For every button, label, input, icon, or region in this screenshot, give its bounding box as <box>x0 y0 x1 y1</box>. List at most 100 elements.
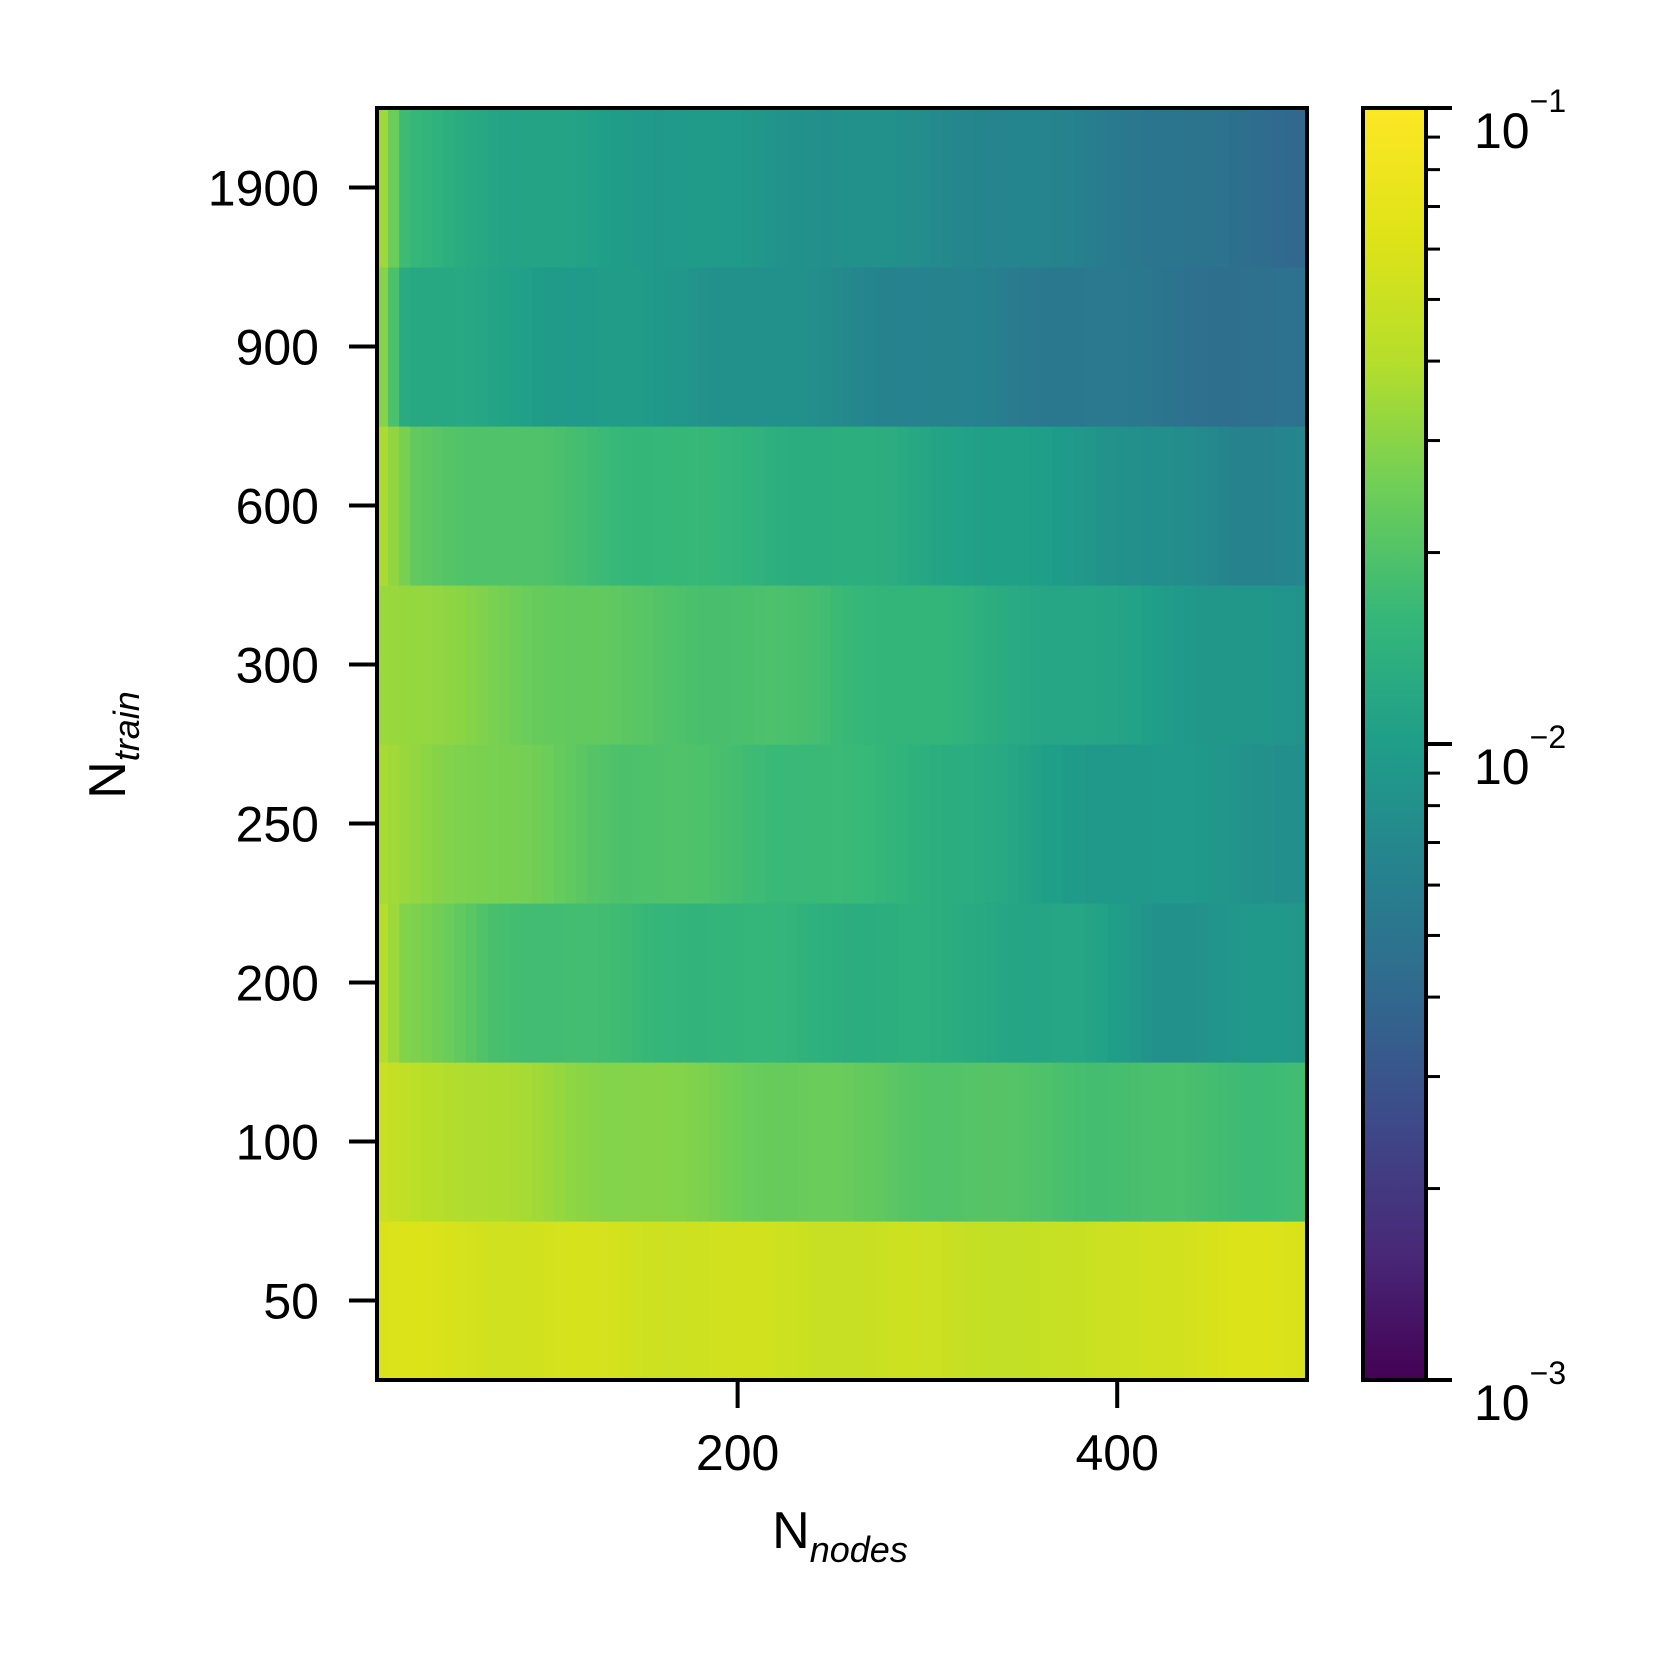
heatmap-cell <box>631 1221 644 1381</box>
heatmap-cell <box>1240 426 1253 586</box>
heatmap-cell <box>664 903 677 1063</box>
heatmap-cell <box>1074 267 1087 427</box>
heatmap-cell <box>941 585 954 745</box>
heatmap-cell <box>543 267 555 427</box>
heatmap-cell <box>997 267 1009 427</box>
heatmap-cell <box>532 426 544 586</box>
heatmap-cell <box>1163 426 1175 586</box>
heatmap-cell <box>775 426 788 586</box>
heatmap-cell <box>498 744 511 904</box>
heatmap-cell <box>1174 744 1186 904</box>
heatmap-cell <box>675 585 688 745</box>
heatmap-cell <box>819 1221 832 1381</box>
heatmap-cell <box>1140 744 1153 904</box>
heatmap-cell <box>908 585 921 745</box>
heatmap-cell <box>642 585 655 745</box>
heatmap-cell <box>1008 267 1020 427</box>
heatmap-cell <box>1052 744 1065 904</box>
heatmap-cell <box>1008 108 1020 268</box>
heatmap-cell <box>1251 744 1264 904</box>
heatmap-cell <box>410 108 422 268</box>
heatmap-cell <box>875 108 887 268</box>
heatmap-cell <box>1107 108 1120 268</box>
heatmap-cell <box>498 426 511 586</box>
heatmap-cell <box>819 1062 832 1222</box>
heatmap-cell <box>476 903 489 1063</box>
heatmap-cell <box>1218 267 1231 427</box>
heatmap-cell <box>1185 267 1197 427</box>
heatmap-cell <box>974 108 987 268</box>
heatmap-cell <box>509 267 522 427</box>
heatmap-cell <box>1085 426 1098 586</box>
heatmap-cell <box>598 108 611 268</box>
heatmap-cell <box>698 585 710 745</box>
heatmap-cell <box>1240 267 1253 427</box>
heatmap-cell <box>753 426 766 586</box>
heatmap-cell <box>1207 903 1220 1063</box>
heatmap-cell <box>598 1062 611 1222</box>
heatmap-cell <box>443 585 456 745</box>
heatmap-cell <box>1284 585 1297 745</box>
heatmap-cell <box>764 1062 777 1222</box>
heatmap-cell <box>742 1062 755 1222</box>
heatmap-cell <box>1295 267 1308 427</box>
heatmap-cell <box>797 267 810 427</box>
heatmap-cell <box>1273 744 1286 904</box>
heatmap-cell <box>653 744 666 904</box>
heatmap-cell <box>1174 108 1186 268</box>
x-tick-label: 200 <box>696 1425 779 1481</box>
heatmap-cell <box>487 585 500 745</box>
heatmap-cell <box>1218 426 1231 586</box>
heatmap-cell <box>1118 1062 1131 1222</box>
heatmap-cell <box>1096 1221 1109 1381</box>
heatmap-cell <box>808 903 821 1063</box>
heatmap-cell <box>620 1062 633 1222</box>
heatmap-cell <box>1284 1221 1297 1381</box>
heatmap-cell <box>897 585 910 745</box>
heatmap-cell <box>576 585 588 745</box>
heatmap-cell <box>576 1221 588 1381</box>
heatmap-cell <box>509 1221 522 1381</box>
heatmap-cell <box>709 585 721 745</box>
heatmap-cell <box>687 1221 699 1381</box>
heatmap-cell <box>1262 585 1275 745</box>
heatmap-cell <box>1140 426 1153 586</box>
heatmap-cell <box>620 744 633 904</box>
heatmap-cell <box>565 426 577 586</box>
heatmap-cell <box>509 108 522 268</box>
heatmap-cell <box>1273 267 1286 427</box>
heatmap-cell <box>587 426 600 586</box>
heatmap-cell <box>609 903 622 1063</box>
heatmap-cell <box>587 267 600 427</box>
heatmap-cell <box>554 903 566 1063</box>
heatmap-cell <box>487 108 500 268</box>
heatmap-cell <box>1262 744 1275 904</box>
heatmap-cell <box>587 1221 600 1381</box>
heatmap-cell <box>1262 426 1275 586</box>
heatmap-cell <box>897 1062 910 1222</box>
heatmap-cell <box>731 426 743 586</box>
heatmap-cell <box>1152 585 1164 745</box>
heatmap-cell <box>864 1062 876 1222</box>
heatmap-cell <box>1030 903 1042 1063</box>
heatmap-cell <box>410 903 422 1063</box>
heatmap-cell <box>1295 108 1308 268</box>
y-tick-label: 100 <box>236 1115 319 1171</box>
heatmap-cell <box>1063 1062 1076 1222</box>
heatmap-cell <box>443 267 456 427</box>
heatmap-cell <box>985 903 998 1063</box>
heatmap-cell <box>509 1062 522 1222</box>
heatmap-cell <box>1251 903 1264 1063</box>
heatmap-cell <box>1129 108 1142 268</box>
heatmap-cell <box>1174 1221 1186 1381</box>
heatmap-cell <box>997 108 1009 268</box>
heatmap-cell <box>675 267 688 427</box>
heatmap-cell <box>1107 903 1120 1063</box>
heatmap-cell <box>764 426 777 586</box>
heatmap-cell <box>1041 1221 1053 1381</box>
heatmap-cell <box>786 1062 799 1222</box>
heatmap-cell <box>908 1062 921 1222</box>
heatmap-cell <box>532 744 544 904</box>
heatmap-cell <box>465 744 478 904</box>
heatmap-cell <box>963 744 976 904</box>
